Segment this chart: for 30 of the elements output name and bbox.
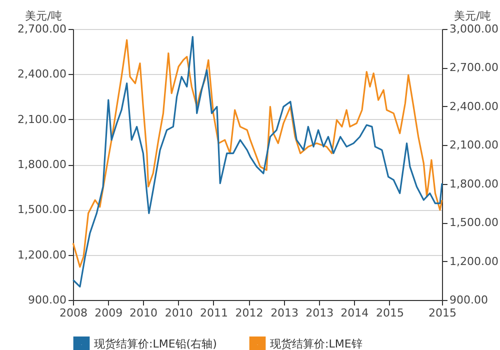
y2-tick-label: 3,000.00 — [450, 22, 498, 36]
y2-tick-label: 2,700.00 — [450, 61, 498, 74]
x-tick-label: 2010 — [164, 306, 193, 320]
x-tick-label: 2011 — [200, 306, 228, 320]
y2-tick-label: 2,100.00 — [450, 138, 498, 152]
x-tick-label: 2015 — [376, 306, 404, 320]
y2-tick-label: 1,800.00 — [450, 177, 498, 190]
y2-tick-label: 900.00 — [450, 294, 488, 306]
y-tick-label: 2,100.00 — [18, 112, 66, 126]
x-tick-label: 2010 — [130, 306, 158, 320]
x-tick-label: 2009 — [94, 306, 123, 320]
x-tick-label: 2015 — [428, 306, 456, 320]
y2-tick-label: 1,200.00 — [450, 254, 498, 268]
y2-tick-label: 2,400.00 — [450, 100, 498, 113]
x-tick-label: 2014 — [340, 306, 369, 320]
x-tick-label: 2008 — [60, 306, 88, 320]
legend-label: 现货结算价:LME锌 — [270, 338, 362, 350]
y-tick-label: 2,400.00 — [18, 68, 66, 81]
y-tick-label: 2,700.00 — [18, 22, 66, 36]
x-tick-label: 2013 — [270, 306, 299, 320]
x-tick-label: 2012 — [235, 306, 264, 320]
x-tick-label: 2013 — [306, 306, 334, 320]
y-tick-label: 900.00 — [28, 294, 66, 306]
y2-axis-title: 美元/吨 — [454, 10, 491, 22]
y-tick-label: 1,800.00 — [18, 158, 66, 171]
y-axis-title: 美元/吨 — [25, 10, 62, 22]
y-tick-label: 1,200.00 — [18, 248, 66, 262]
legend-label: 现货结算价:LME铅(右轴) — [94, 338, 217, 350]
y-tick-label: 1,500.00 — [18, 203, 66, 216]
y2-tick-label: 1,500.00 — [450, 216, 498, 230]
